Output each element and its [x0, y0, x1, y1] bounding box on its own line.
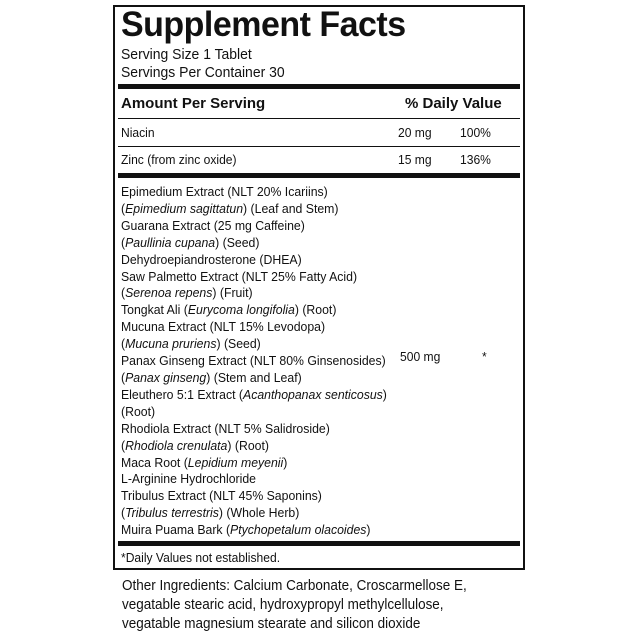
ingredient-line: Guarana Extract (25 mg Caffeine) [121, 218, 387, 235]
botanical-name: Rhodiola crenulata [125, 437, 228, 453]
ingredient-text: ) [366, 522, 371, 538]
nutrient-name: Zinc (from zinc oxide) [121, 152, 237, 167]
ingredient-text: ( [121, 234, 126, 250]
ingredient-text: ) [382, 386, 387, 402]
other-ingredients-line: Other Ingredients: Calcium Carbonate, Cr… [122, 578, 467, 594]
divider [118, 173, 520, 178]
other-ingredients: Other Ingredients: Calcium Carbonate, Cr… [122, 577, 467, 634]
ingredient-text: Rhodiola Extract (NLT 5% Salidroside) [121, 420, 330, 436]
other-ingredients-line: vegatable stearic acid, hydroxypropyl me… [122, 597, 444, 613]
ingredient-text: ) (Seed) [215, 234, 260, 250]
ingredient-line: Eleuthero 5:1 Extract (Acanthopanax sent… [121, 387, 387, 404]
ingredient-text: ) (Root) [294, 302, 337, 318]
ingredient-line: (Epimedium sagittatun) (Leaf and Stem) [121, 201, 387, 218]
ingredient-text: ) (Fruit) [212, 285, 253, 301]
botanical-name: Acanthopanax senticosus [243, 386, 383, 402]
botanical-name: Eurycoma longifolia [187, 302, 295, 318]
blend-ingredients: Epimedium Extract (NLT 20% Icariins) (Epi… [121, 184, 387, 539]
other-ingredients-line: vegatable magnesium stearate and silicon… [122, 616, 421, 632]
botanical-name: Paullinia cupana [125, 234, 216, 250]
ingredient-line: Rhodiola Extract (NLT 5% Salidroside) [121, 421, 387, 438]
ingredient-text: Tribulus Extract (NLT 45% Saponins) [121, 488, 322, 504]
ingredient-line: Maca Root (Lepidium meyenii) [121, 455, 387, 472]
ingredient-text: Tongkat Ali ( [121, 302, 188, 318]
ingredient-text: Eleuthero 5:1 Extract ( [121, 386, 244, 402]
nutrient-name: Niacin [121, 125, 155, 140]
ingredient-line: Mucuna Extract (NLT 15% Levodopa) [121, 319, 387, 336]
ingredient-text: Guarana Extract (25 mg Caffeine) [121, 217, 305, 233]
ingredient-line: Tribulus Extract (NLT 45% Saponins) [121, 488, 387, 505]
ingredient-text: ( [121, 505, 126, 521]
ingredient-line: (Serenoa repens) (Fruit) [121, 285, 387, 302]
dv-header: % Daily Value [405, 95, 502, 112]
ingredient-text: ) (Seed) [216, 336, 261, 352]
amount-header: Amount Per Serving [121, 95, 266, 112]
ingredient-line: (Root) [121, 404, 387, 421]
ingredient-line: (Tribulus terrestris) (Whole Herb) [121, 505, 387, 522]
ingredient-line: Panax Ginseng Extract (NLT 80% Ginsenosi… [121, 353, 387, 370]
botanical-name: Epimedium sagittatun [125, 200, 244, 216]
ingredient-text: ( [121, 437, 126, 453]
ingredient-line: Dehydroepiandrosterone (DHEA) [121, 252, 387, 269]
divider [118, 84, 520, 89]
ingredient-text: ) (Stem and Leaf) [206, 369, 302, 385]
panel-title: Supplement Facts [121, 5, 406, 44]
divider [118, 541, 520, 546]
ingredient-line: Epimedium Extract (NLT 20% Icariins) [121, 184, 387, 201]
ingredient-text: ) (Leaf and Stem) [243, 200, 339, 216]
footnote: *Daily Values not established. [121, 550, 281, 565]
divider [118, 118, 520, 119]
ingredient-text: Mucuna Extract (NLT 15% Levodopa) [121, 319, 326, 335]
ingredient-line: (Paullinia cupana) (Seed) [121, 235, 387, 252]
ingredient-line: (Mucuna pruriens) (Seed) [121, 336, 387, 353]
ingredient-line: Saw Palmetto Extract (NLT 25% Fatty Acid… [121, 269, 387, 286]
ingredient-text: Dehydroepiandrosterone (DHEA) [121, 251, 302, 267]
botanical-name: Ptychopetalum olacoides [230, 522, 367, 538]
ingredient-text: ( [121, 369, 126, 385]
ingredient-text: ( [121, 285, 126, 301]
botanical-name: Tribulus terrestris [125, 505, 219, 521]
ingredient-text: ) (Root) [227, 437, 269, 453]
ingredient-text: Muira Puama Bark ( [121, 522, 231, 538]
ingredient-line: Muira Puama Bark (Ptychopetalum olacoide… [121, 522, 387, 539]
botanical-name: Serenoa repens [125, 285, 213, 301]
servings-per-container: Servings Per Container 30 [121, 64, 285, 81]
nutrient-amount: 15 mg [398, 152, 432, 167]
divider [118, 146, 520, 147]
nutrient-dv: 136% [460, 152, 491, 167]
ingredient-text: Saw Palmetto Extract (NLT 25% Fatty Acid… [121, 268, 358, 284]
ingredient-line: (Rhodiola crenulata) (Root) [121, 438, 387, 455]
supplement-facts-panel: Supplement Facts Serving Size 1 Tablet S… [113, 5, 525, 570]
ingredient-line: Tongkat Ali (Eurycoma longifolia) (Root) [121, 302, 387, 319]
ingredient-text: ) [283, 454, 288, 470]
ingredient-text: Panax Ginseng Extract (NLT 80% Ginsenosi… [121, 353, 386, 369]
ingredient-line: L-Arginine Hydrochloride [121, 471, 387, 488]
nutrient-amount: 20 mg [398, 125, 432, 140]
ingredient-text: Maca Root ( [121, 454, 188, 470]
nutrient-dv: 100% [460, 125, 491, 140]
ingredient-text: Epimedium Extract (NLT 20% Icariins) [121, 184, 328, 199]
ingredient-text: ( [121, 200, 126, 216]
botanical-name: Mucuna pruriens [125, 336, 217, 352]
blend-dv: * [482, 349, 487, 364]
ingredient-text: L-Arginine Hydrochloride [121, 471, 256, 487]
blend-amount: 500 mg [400, 349, 441, 364]
botanical-name: Panax ginseng [125, 369, 207, 385]
ingredient-line: (Panax ginseng) (Stem and Leaf) [121, 370, 387, 387]
botanical-name: Lepidium meyenii [187, 454, 284, 470]
ingredient-text: (Root) [121, 403, 156, 419]
ingredient-text: ( [121, 336, 126, 352]
ingredient-text: ) (Whole Herb) [218, 505, 300, 521]
serving-size: Serving Size 1 Tablet [121, 46, 252, 63]
